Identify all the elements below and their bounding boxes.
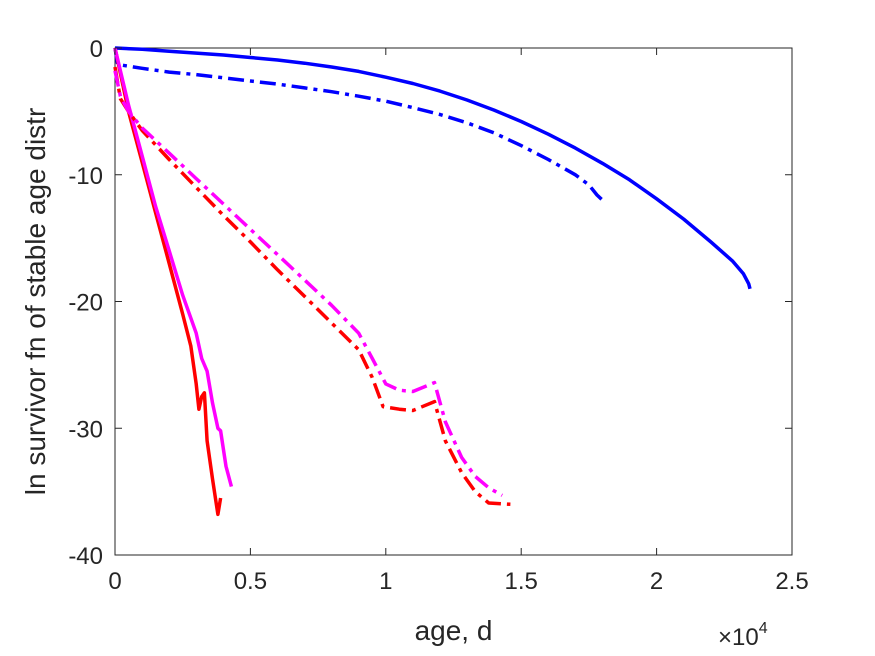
- series-line-4: [113, 47, 234, 488]
- x-axis-exponent-power: 4: [759, 620, 768, 637]
- x-tick-label: 1.5: [505, 568, 538, 595]
- series-line-6: [113, 70, 504, 497]
- series-line-1: [114, 46, 752, 290]
- y-tick-label: -20: [68, 290, 103, 317]
- x-tick-label: 1: [379, 568, 392, 595]
- x-axis-label: age, d: [415, 615, 493, 646]
- y-tick-label: -30: [68, 416, 103, 443]
- y-axis-label: ln survivor fn of stable age distr: [20, 108, 51, 496]
- x-axis-exponent: ×104: [718, 620, 768, 651]
- x-tick-label: 0: [108, 568, 121, 595]
- series-layer: [113, 46, 752, 517]
- y-tick-label: -10: [68, 163, 103, 190]
- x-tick-label: 2.5: [775, 568, 808, 595]
- x-axis-exponent-base: ×10: [718, 624, 759, 651]
- y-tick-label: 0: [90, 36, 103, 63]
- series-line-5: [113, 66, 511, 507]
- x-tick-label: 2: [650, 568, 663, 595]
- x-tick-label: 0.5: [234, 568, 267, 595]
- y-tick-label: -40: [68, 543, 103, 570]
- axis-ticks: 0 0.5 1 1.5 2 2.5 0 -10 -20 -30 -40: [68, 36, 808, 595]
